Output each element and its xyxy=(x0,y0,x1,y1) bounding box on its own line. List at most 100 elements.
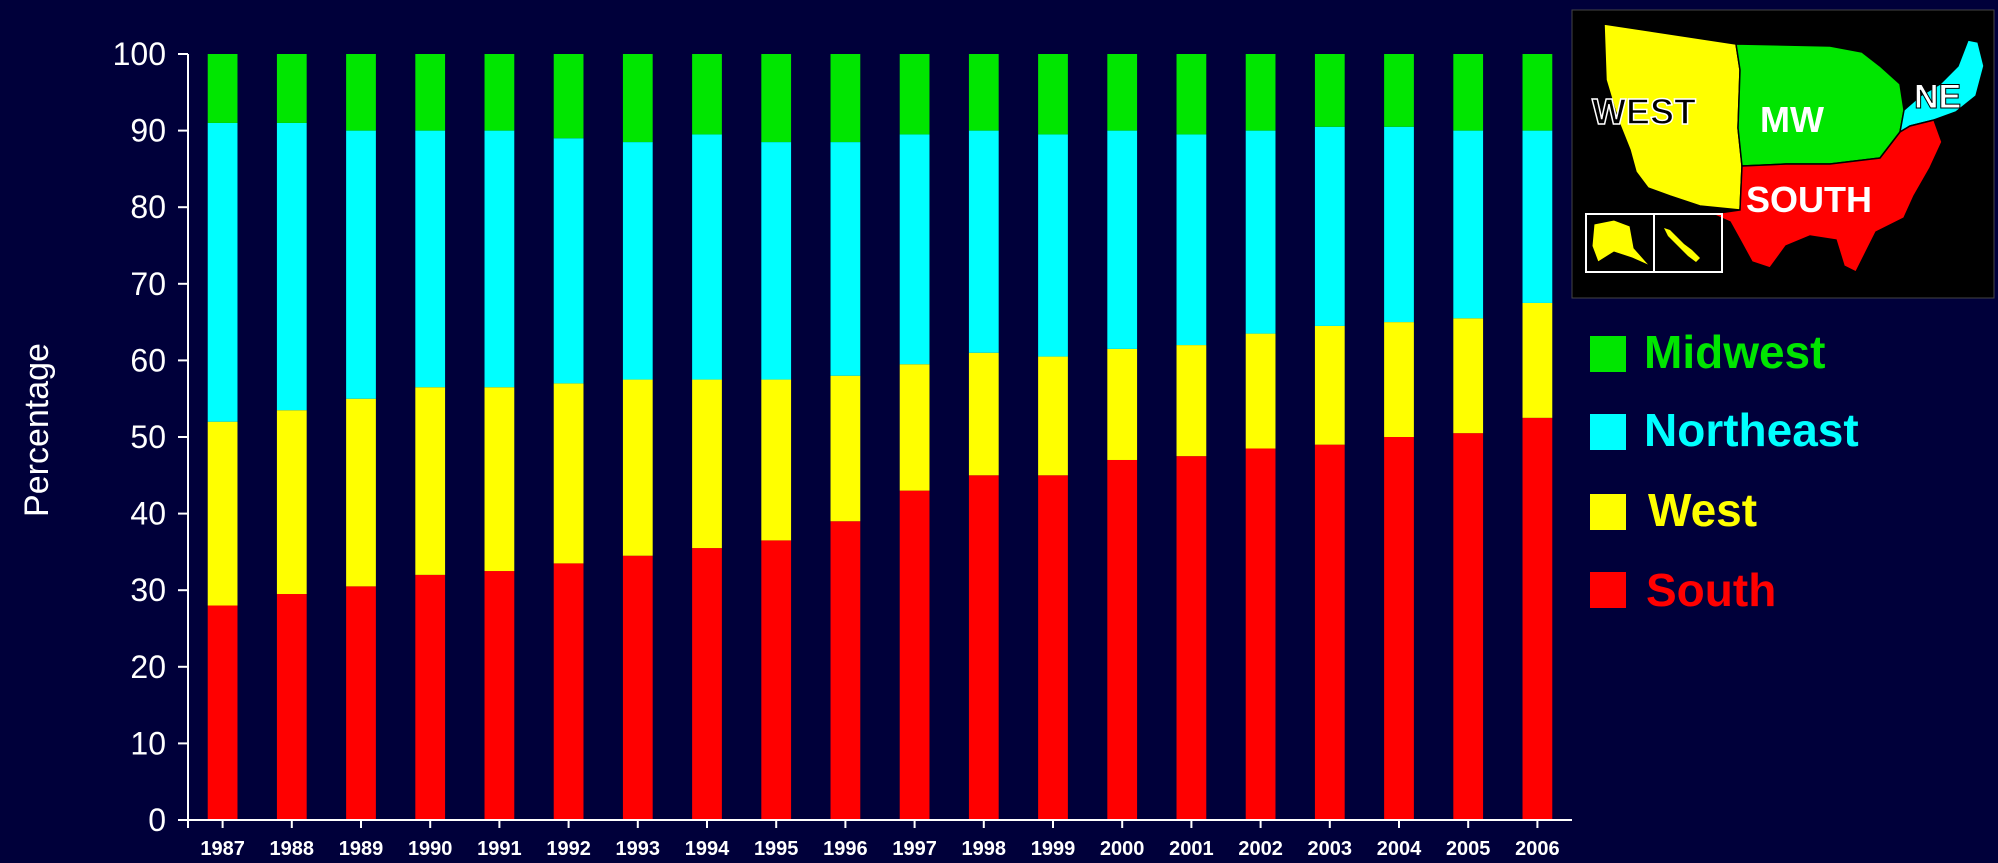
bar-west-1989 xyxy=(346,398,376,587)
bar-northeast-2004 xyxy=(1384,126,1414,323)
bar-midwest-2002 xyxy=(1245,54,1276,131)
bar-south-1993 xyxy=(622,555,653,820)
map-label-mw: MW xyxy=(1760,99,1824,140)
bar-south-1998 xyxy=(968,475,999,820)
bar-northeast-2003 xyxy=(1314,126,1345,326)
bar-south-2003 xyxy=(1314,444,1345,820)
bar-south-2001 xyxy=(1176,456,1207,820)
bar-northeast-1994 xyxy=(692,134,722,380)
x-tick-label: 1989 xyxy=(339,838,384,860)
bar-west-2002 xyxy=(1245,333,1276,449)
legend-item-west: West xyxy=(1590,484,1757,536)
legend-item-south: South xyxy=(1590,564,1776,616)
bar-west-1997 xyxy=(899,364,930,491)
bar-midwest-1987 xyxy=(207,54,238,123)
y-tick-label: 0 xyxy=(148,802,166,838)
bar-west-1990 xyxy=(415,387,446,575)
bar-northeast-2002 xyxy=(1245,130,1276,334)
x-tick-label: 1994 xyxy=(685,838,730,860)
bar-west-2005 xyxy=(1453,318,1484,434)
bar-midwest-2000 xyxy=(1107,54,1138,131)
y-tick-label: 60 xyxy=(130,342,166,378)
bar-south-1988 xyxy=(276,594,307,820)
bar-west-2000 xyxy=(1107,348,1138,460)
bar-west-2003 xyxy=(1314,325,1345,445)
x-tick-label: 2003 xyxy=(1308,838,1353,860)
y-tick-label: 30 xyxy=(130,572,166,608)
bars-group xyxy=(207,54,1553,820)
legend-label-west: West xyxy=(1648,484,1757,536)
x-tick-label: 1993 xyxy=(616,838,661,860)
bar-midwest-2005 xyxy=(1453,54,1484,131)
y-tick-label: 10 xyxy=(130,725,166,761)
bar-south-1999 xyxy=(1038,475,1068,820)
bar-south-1990 xyxy=(415,574,446,820)
x-tick-label: 1995 xyxy=(754,838,799,860)
legend-item-northeast: Northeast xyxy=(1590,404,1859,456)
legend-swatch-south xyxy=(1590,572,1626,608)
x-tick-label: 2001 xyxy=(1169,838,1214,860)
bar-south-1992 xyxy=(553,563,584,820)
x-tick-label: 2006 xyxy=(1515,838,1560,860)
y-tick-label: 80 xyxy=(130,189,166,225)
y-axis-label: Percentage xyxy=(18,343,56,517)
x-tick-label: 1987 xyxy=(200,838,245,860)
bar-midwest-2003 xyxy=(1314,54,1345,127)
legend-label-midwest: Midwest xyxy=(1644,326,1825,378)
x-tick-label: 2002 xyxy=(1238,838,1283,860)
map-hawaii xyxy=(1664,228,1700,262)
legend-item-midwest: Midwest xyxy=(1590,326,1825,378)
bar-west-1993 xyxy=(622,379,653,556)
bar-south-2005 xyxy=(1453,433,1484,820)
bar-midwest-2004 xyxy=(1384,54,1414,127)
y-tick-label: 90 xyxy=(130,113,166,149)
bar-midwest-1994 xyxy=(692,54,722,135)
bar-west-1987 xyxy=(207,421,238,606)
bar-northeast-1988 xyxy=(276,122,307,411)
bar-midwest-1989 xyxy=(346,54,376,131)
bar-south-2002 xyxy=(1245,448,1276,820)
axes-group: 1987 1988 1989 1990 1991 1992 1993 1994 1995 1996… xyxy=(113,36,1572,860)
x-tick-label: 1988 xyxy=(270,838,315,860)
x-tick-label: 1996 xyxy=(823,838,868,860)
x-tick-label: 1998 xyxy=(962,838,1007,860)
bar-west-1991 xyxy=(484,387,515,572)
y-tick-label: 100 xyxy=(113,36,166,72)
legend-label-south: South xyxy=(1646,564,1776,616)
bar-northeast-2000 xyxy=(1107,130,1138,349)
bar-midwest-1996 xyxy=(830,54,861,143)
bar-northeast-2006 xyxy=(1522,130,1553,303)
map-label-ne: NE xyxy=(1914,78,1961,116)
bar-midwest-1991 xyxy=(484,54,515,131)
bar-northeast-1996 xyxy=(830,142,861,376)
bar-midwest-1992 xyxy=(553,54,584,139)
bar-west-1995 xyxy=(761,379,792,541)
bar-northeast-2001 xyxy=(1176,134,1207,346)
map-alaska xyxy=(1591,219,1651,267)
region-map-inset: WEST MW NE SOUTH xyxy=(1571,9,1995,299)
y-tick-label: 70 xyxy=(130,266,166,302)
legend-swatch-midwest xyxy=(1590,336,1626,372)
bar-south-1989 xyxy=(346,586,376,820)
bar-west-1994 xyxy=(692,379,722,549)
bar-midwest-1999 xyxy=(1038,54,1068,135)
map-label-south: SOUTH xyxy=(1746,179,1872,220)
bar-northeast-1995 xyxy=(761,142,792,380)
bar-midwest-1997 xyxy=(899,54,930,135)
bar-west-2004 xyxy=(1384,322,1414,437)
map-region-south xyxy=(1709,119,1943,274)
bar-west-1988 xyxy=(276,410,307,595)
bar-west-1998 xyxy=(968,352,999,476)
bar-midwest-1988 xyxy=(276,54,307,123)
bar-northeast-1987 xyxy=(207,122,238,422)
bar-northeast-1989 xyxy=(346,130,376,399)
bar-northeast-1998 xyxy=(968,130,999,353)
bar-south-2000 xyxy=(1107,459,1138,820)
bar-south-1995 xyxy=(761,540,792,820)
legend-swatch-west xyxy=(1590,494,1626,530)
bar-west-1999 xyxy=(1038,356,1068,476)
legend-swatch-northeast xyxy=(1590,414,1626,450)
bar-south-2004 xyxy=(1384,437,1414,820)
legend-label-northeast: Northeast xyxy=(1644,404,1859,456)
